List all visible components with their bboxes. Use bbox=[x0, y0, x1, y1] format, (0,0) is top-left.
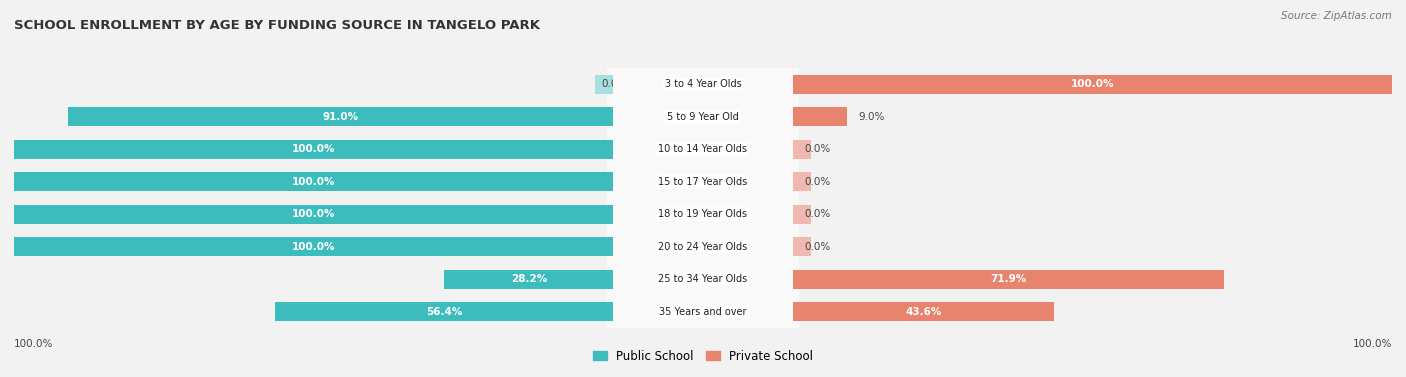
Text: 100.0%: 100.0% bbox=[1070, 79, 1114, 89]
Text: 0.0%: 0.0% bbox=[804, 242, 831, 252]
Text: 0.0%: 0.0% bbox=[804, 177, 831, 187]
Bar bbox=[793, 166, 799, 198]
Text: 91.0%: 91.0% bbox=[322, 112, 359, 122]
Bar bbox=[793, 107, 846, 126]
Text: 18 to 19 Year Olds: 18 to 19 Year Olds bbox=[658, 209, 748, 219]
Bar bbox=[613, 133, 793, 166]
Text: 100.0%: 100.0% bbox=[292, 209, 336, 219]
Text: 100.0%: 100.0% bbox=[14, 339, 53, 349]
Bar bbox=[607, 100, 613, 133]
Bar bbox=[67, 107, 613, 126]
Bar bbox=[793, 205, 810, 224]
Bar bbox=[607, 166, 613, 198]
Text: 5 to 9 Year Old: 5 to 9 Year Old bbox=[666, 112, 740, 122]
Text: 0.0%: 0.0% bbox=[804, 144, 831, 154]
Bar bbox=[793, 263, 799, 296]
Text: 0.0%: 0.0% bbox=[602, 79, 627, 89]
Bar bbox=[607, 296, 613, 328]
Bar bbox=[613, 166, 793, 198]
Text: 71.9%: 71.9% bbox=[990, 274, 1026, 284]
Text: 56.4%: 56.4% bbox=[426, 307, 463, 317]
Bar bbox=[607, 230, 613, 263]
Bar bbox=[613, 198, 793, 230]
Text: 25 to 34 Year Olds: 25 to 34 Year Olds bbox=[658, 274, 748, 284]
Bar bbox=[793, 270, 1223, 289]
Bar bbox=[793, 172, 810, 191]
Bar bbox=[276, 302, 613, 321]
Text: SCHOOL ENROLLMENT BY AGE BY FUNDING SOURCE IN TANGELO PARK: SCHOOL ENROLLMENT BY AGE BY FUNDING SOUR… bbox=[14, 19, 540, 32]
Bar bbox=[793, 296, 799, 328]
Bar bbox=[613, 68, 793, 100]
Text: 20 to 24 Year Olds: 20 to 24 Year Olds bbox=[658, 242, 748, 252]
Bar bbox=[793, 100, 799, 133]
Text: 35 Years and over: 35 Years and over bbox=[659, 307, 747, 317]
Text: 3 to 4 Year Olds: 3 to 4 Year Olds bbox=[665, 79, 741, 89]
Bar bbox=[607, 263, 613, 296]
Bar bbox=[607, 68, 613, 100]
Text: 0.0%: 0.0% bbox=[804, 209, 831, 219]
Bar bbox=[793, 230, 799, 263]
Bar bbox=[793, 237, 810, 256]
Text: 100.0%: 100.0% bbox=[1353, 339, 1392, 349]
Text: 100.0%: 100.0% bbox=[292, 177, 336, 187]
Text: 43.6%: 43.6% bbox=[905, 307, 942, 317]
Bar bbox=[596, 75, 613, 93]
Text: 100.0%: 100.0% bbox=[292, 144, 336, 154]
Text: 9.0%: 9.0% bbox=[859, 112, 884, 122]
Text: Source: ZipAtlas.com: Source: ZipAtlas.com bbox=[1281, 11, 1392, 21]
Text: 28.2%: 28.2% bbox=[510, 274, 547, 284]
Bar bbox=[613, 296, 793, 328]
Bar bbox=[607, 133, 613, 166]
Bar bbox=[793, 302, 1054, 321]
Bar bbox=[607, 198, 613, 230]
Bar bbox=[14, 205, 613, 224]
Text: 100.0%: 100.0% bbox=[292, 242, 336, 252]
Bar bbox=[613, 100, 793, 133]
Bar bbox=[14, 140, 613, 159]
Text: 10 to 14 Year Olds: 10 to 14 Year Olds bbox=[658, 144, 748, 154]
Legend: Public School, Private School: Public School, Private School bbox=[588, 345, 818, 367]
Bar bbox=[444, 270, 613, 289]
Bar bbox=[14, 172, 613, 191]
Bar bbox=[14, 237, 613, 256]
Bar bbox=[613, 230, 793, 263]
Bar bbox=[793, 68, 799, 100]
Bar bbox=[793, 133, 799, 166]
Bar bbox=[613, 263, 793, 296]
Bar bbox=[793, 140, 810, 159]
Text: 15 to 17 Year Olds: 15 to 17 Year Olds bbox=[658, 177, 748, 187]
Bar bbox=[793, 198, 799, 230]
Bar bbox=[793, 75, 1392, 93]
